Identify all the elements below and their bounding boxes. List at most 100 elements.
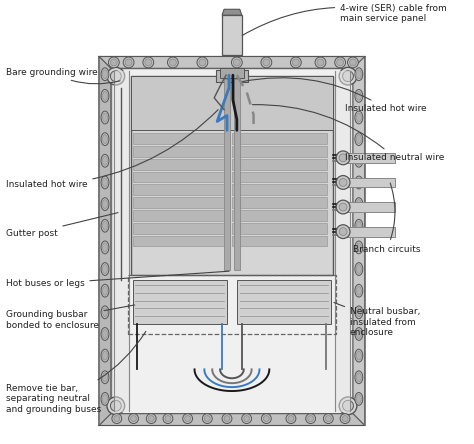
Ellipse shape (102, 265, 108, 274)
Circle shape (110, 59, 117, 66)
Circle shape (107, 397, 125, 415)
Bar (342, 202, 395, 212)
Bar (133, 159, 228, 170)
Bar (237, 280, 331, 324)
Circle shape (202, 414, 212, 424)
Circle shape (110, 400, 121, 411)
Circle shape (165, 416, 171, 421)
Ellipse shape (355, 328, 363, 341)
Circle shape (123, 57, 134, 68)
Bar (133, 172, 228, 182)
Ellipse shape (101, 371, 109, 384)
Text: Insulated neutral wire: Insulated neutral wire (252, 105, 445, 163)
Circle shape (128, 414, 138, 424)
Circle shape (148, 416, 154, 421)
Bar (133, 280, 227, 324)
Ellipse shape (102, 178, 108, 187)
Circle shape (286, 414, 296, 424)
Ellipse shape (356, 394, 361, 403)
Circle shape (339, 67, 357, 85)
Ellipse shape (356, 156, 361, 165)
Ellipse shape (102, 394, 108, 403)
Circle shape (308, 416, 314, 421)
Ellipse shape (355, 392, 363, 405)
Circle shape (323, 414, 333, 424)
Circle shape (339, 397, 357, 415)
Ellipse shape (102, 243, 108, 252)
Ellipse shape (101, 198, 109, 210)
Ellipse shape (356, 329, 361, 338)
Ellipse shape (355, 198, 363, 210)
Ellipse shape (356, 373, 361, 382)
Ellipse shape (356, 200, 361, 209)
Bar (232, 159, 328, 170)
Circle shape (224, 416, 230, 421)
Ellipse shape (102, 113, 108, 122)
Polygon shape (114, 71, 128, 411)
Circle shape (349, 59, 356, 66)
Circle shape (204, 416, 210, 421)
Bar (216, 70, 247, 82)
Circle shape (339, 178, 347, 186)
Circle shape (110, 71, 121, 82)
Bar (232, 133, 328, 144)
Ellipse shape (101, 263, 109, 275)
Text: Gutter post: Gutter post (6, 213, 118, 238)
Bar (222, 15, 242, 55)
Polygon shape (335, 71, 350, 411)
Bar (130, 76, 333, 275)
Bar (133, 184, 228, 195)
Circle shape (347, 57, 358, 68)
Ellipse shape (356, 178, 361, 187)
Circle shape (167, 57, 178, 68)
Circle shape (231, 57, 242, 68)
Polygon shape (99, 56, 365, 68)
Ellipse shape (356, 221, 361, 230)
Ellipse shape (102, 200, 108, 209)
Text: 4-wire (SER) cable from
main service panel: 4-wire (SER) cable from main service pan… (242, 4, 447, 36)
Polygon shape (353, 56, 365, 425)
Ellipse shape (101, 89, 109, 102)
Circle shape (343, 400, 354, 411)
Bar (342, 153, 395, 163)
Ellipse shape (355, 263, 363, 275)
Circle shape (288, 416, 294, 421)
Ellipse shape (356, 243, 361, 252)
Bar (220, 68, 244, 78)
Circle shape (336, 151, 350, 165)
Bar (133, 236, 228, 246)
Text: Branch circuits: Branch circuits (353, 183, 420, 254)
Bar (133, 133, 228, 144)
Ellipse shape (101, 349, 109, 362)
Polygon shape (99, 414, 365, 425)
Ellipse shape (101, 328, 109, 341)
Ellipse shape (355, 241, 363, 254)
Ellipse shape (102, 91, 108, 100)
Bar (130, 76, 333, 130)
Ellipse shape (355, 133, 363, 146)
Text: Neutral busbar,
insulated from
enclosure: Neutral busbar, insulated from enclosure (334, 302, 420, 337)
Circle shape (339, 228, 347, 236)
Circle shape (125, 59, 132, 66)
Ellipse shape (101, 392, 109, 405)
Circle shape (339, 203, 347, 211)
Circle shape (306, 414, 316, 424)
Circle shape (342, 416, 348, 421)
Circle shape (317, 59, 324, 66)
Text: Hot buses or legs: Hot buses or legs (6, 271, 229, 288)
Ellipse shape (102, 286, 108, 295)
Circle shape (292, 59, 299, 66)
Ellipse shape (355, 349, 363, 362)
Ellipse shape (356, 265, 361, 274)
Ellipse shape (356, 91, 361, 100)
Ellipse shape (102, 70, 108, 79)
Circle shape (340, 414, 350, 424)
Ellipse shape (355, 68, 363, 81)
Ellipse shape (101, 284, 109, 297)
Bar (232, 172, 328, 182)
Circle shape (169, 59, 176, 66)
Circle shape (197, 57, 208, 68)
Circle shape (337, 59, 344, 66)
Ellipse shape (356, 308, 361, 317)
Circle shape (182, 414, 192, 424)
